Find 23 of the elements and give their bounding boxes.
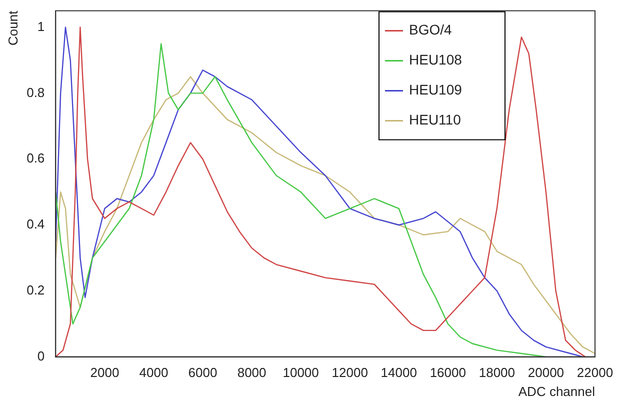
x-tick-label: 6000 xyxy=(188,365,218,380)
y-tick-label: 1 xyxy=(37,18,45,34)
x-tick-label: 10000 xyxy=(282,365,319,380)
legend-label: BGO/4 xyxy=(409,22,452,38)
x-tick-label: 2000 xyxy=(90,365,120,380)
x-tick-label: 8000 xyxy=(237,365,266,380)
y-tick-label: 0.6 xyxy=(26,150,45,166)
x-axis-title: ADC channel xyxy=(518,384,596,399)
y-tick-label: 0.2 xyxy=(26,282,45,298)
x-tick-label: 14000 xyxy=(380,365,417,380)
x-tick-label: 16000 xyxy=(430,365,466,380)
x-tick-label: 12000 xyxy=(332,365,368,380)
x-tick-label: 22000 xyxy=(576,365,614,380)
legend-label: HEU108 xyxy=(409,52,462,68)
x-tick-label: 4000 xyxy=(139,365,168,380)
x-tick-label: 18000 xyxy=(478,365,516,380)
y-tick-label: 0.4 xyxy=(26,216,45,232)
y-axis-title: Count xyxy=(5,10,20,46)
y-tick-label: 0 xyxy=(37,348,45,364)
y-tick-label: 0.8 xyxy=(26,84,45,100)
legend-label: HEU110 xyxy=(409,112,462,128)
x-tick-label: 20000 xyxy=(528,365,564,380)
legend-label: HEU109 xyxy=(409,82,462,98)
